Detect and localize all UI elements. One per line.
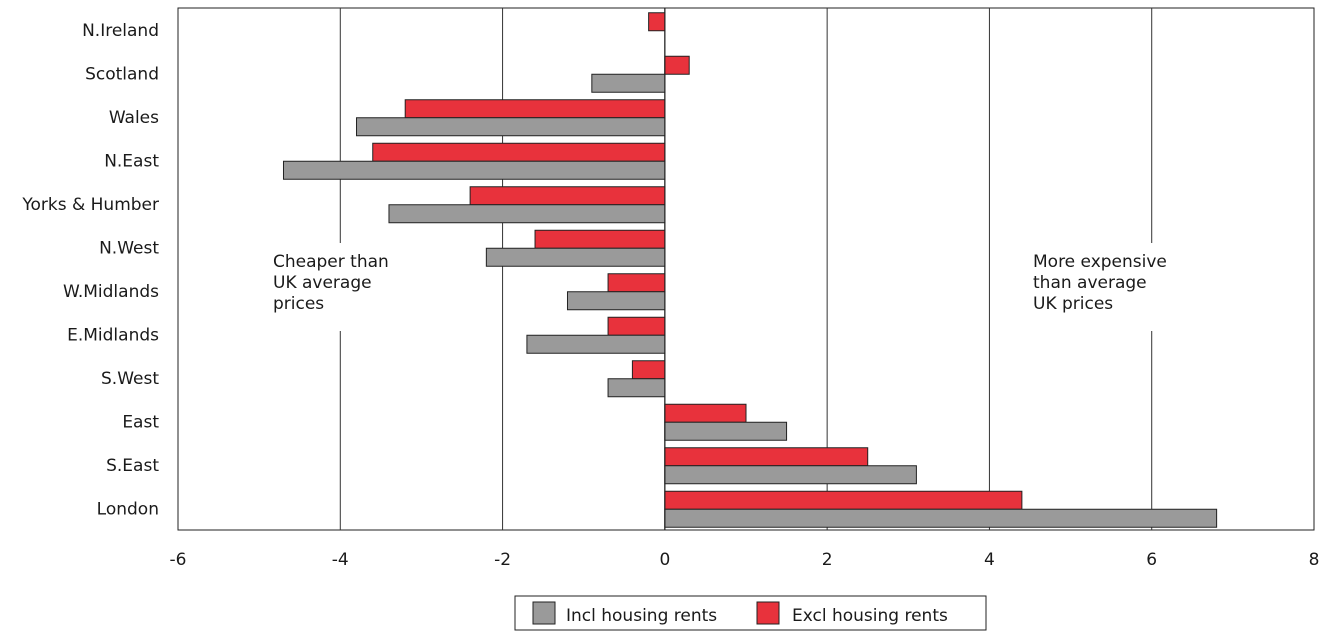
bar-incl-housing-rents	[591, 73, 666, 93]
annotation-line: than average	[1033, 273, 1147, 293]
category-label: S.East	[106, 456, 159, 476]
category-label: London	[97, 499, 159, 519]
bar-excl-housing-rents	[372, 142, 666, 162]
bar-excl-housing-rents	[664, 55, 690, 75]
annotation-line: More expensive	[1033, 252, 1167, 272]
legend-label-excl: Excl housing rents	[792, 606, 948, 626]
bar-excl-housing-rents	[469, 186, 666, 206]
category-label: E.Midlands	[67, 325, 159, 345]
bar-excl-housing-rents	[664, 447, 869, 467]
bar-excl-housing-rents	[607, 273, 666, 293]
bar-excl-housing-rents	[404, 99, 666, 119]
x-tick-label: -4	[332, 550, 349, 570]
category-label: N.East	[104, 151, 159, 171]
bar-excl-housing-rents	[664, 490, 1023, 510]
annotation-line: prices	[273, 294, 324, 314]
category-label: Yorks & Humber	[21, 195, 159, 215]
category-label: W.Midlands	[63, 282, 159, 302]
category-label: Scotland	[85, 64, 159, 84]
annotation-line: Cheaper than	[273, 252, 389, 272]
x-tick-label: -6	[170, 550, 187, 570]
bar-excl-housing-rents	[664, 403, 747, 423]
legend-swatch-incl	[532, 601, 556, 625]
bar-incl-housing-rents	[282, 160, 666, 180]
x-tick-label: 0	[659, 550, 670, 570]
bar-incl-housing-rents	[664, 508, 1218, 528]
bar-excl-housing-rents	[631, 360, 666, 380]
annotations	[265, 243, 1190, 331]
annotation-box	[265, 243, 405, 331]
bar-incl-housing-rents	[388, 204, 666, 224]
legend-box	[514, 595, 987, 631]
legend-label-incl: Incl housing rents	[566, 606, 717, 626]
annotation-box	[1025, 243, 1190, 331]
category-label: Wales	[109, 108, 159, 128]
category-label: N.Ireland	[82, 21, 159, 41]
bar-excl-housing-rents	[648, 12, 666, 32]
x-tick-label: -2	[494, 550, 511, 570]
annotation-line: UK average	[273, 273, 372, 293]
x-tick-label: 2	[822, 550, 833, 570]
bar-incl-housing-rents	[485, 247, 666, 267]
bar-incl-housing-rents	[356, 117, 666, 137]
bar-incl-housing-rents	[566, 291, 666, 311]
bar-excl-housing-rents	[607, 316, 666, 336]
category-label: East	[122, 412, 159, 432]
x-tick-label: 4	[984, 550, 995, 570]
bar-excl-housing-rents	[534, 229, 666, 249]
legend-swatch-excl	[756, 601, 780, 625]
x-tick-label: 6	[1146, 550, 1157, 570]
bar-incl-housing-rents	[607, 378, 666, 398]
bar-incl-housing-rents	[526, 334, 666, 354]
category-label: S.West	[101, 369, 159, 389]
annotation-line: UK prices	[1033, 294, 1113, 314]
bar-incl-housing-rents	[664, 421, 788, 441]
bar-incl-housing-rents	[664, 465, 917, 485]
category-label: N.West	[99, 238, 159, 258]
x-tick-label: 8	[1309, 550, 1320, 570]
